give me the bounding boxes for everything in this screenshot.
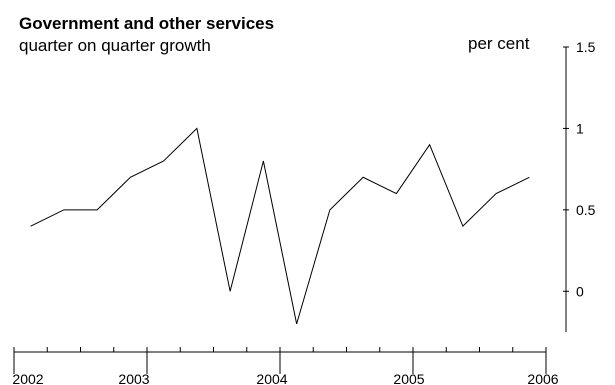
y-tick-label: 1.5 (576, 39, 596, 55)
chart-title: Government and other services (19, 14, 275, 33)
x-year-label: 2006 (527, 371, 558, 385)
x-year-label: 2004 (256, 371, 287, 385)
y-tick-label: 0 (576, 283, 584, 299)
y-tick-label: 1 (576, 120, 584, 136)
x-year-label: 2005 (393, 371, 424, 385)
y-tick-label: 0.5 (576, 202, 596, 218)
x-year-label: 2002 (12, 371, 43, 385)
series-line (30, 127, 530, 324)
y-axis-unit-label: per cent (468, 34, 530, 53)
x-year-label: 2003 (118, 371, 149, 385)
chart-subtitle: quarter on quarter growth (19, 36, 211, 55)
